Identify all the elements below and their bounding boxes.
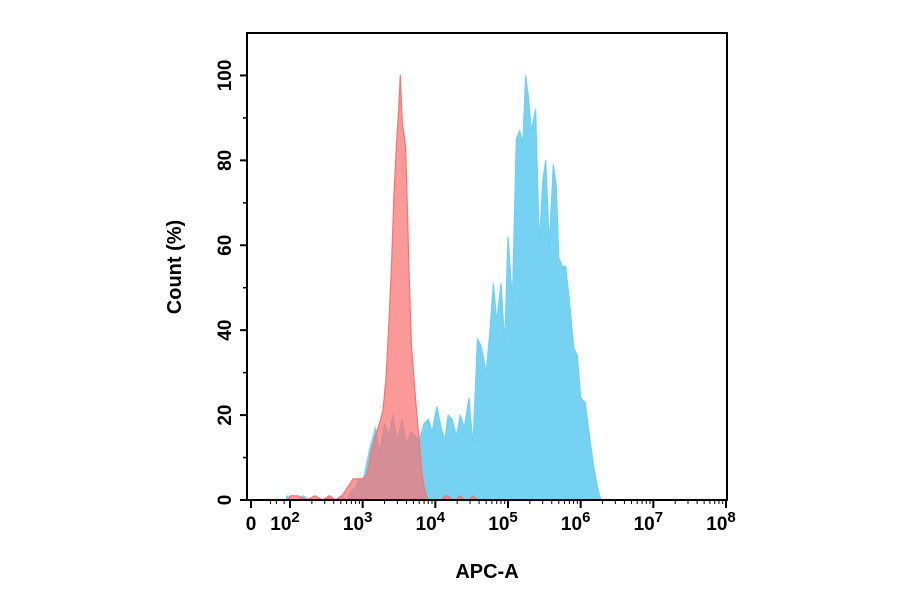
x-axis-title: APC-A [455,561,518,583]
x-tick-label-7: 107 [634,509,663,535]
x-tick-label-8: 108 [706,509,735,535]
y-tick-label-100: 100 [215,60,236,92]
y-tick-label-0: 0 [215,495,236,506]
x-tick-label-0: 0 [246,514,257,535]
x-tick-label-5: 105 [488,509,517,535]
x-tick-label-3: 103 [343,509,372,535]
y-tick-label-80: 80 [215,150,236,171]
x-tick-label-2: 102 [270,509,299,535]
plot-frame [246,32,728,501]
y-tick-label-60: 60 [215,235,236,256]
histogram-series-2 [250,74,479,501]
y-axis-title: Count (%) [164,220,186,314]
x-tick-label-6: 106 [561,509,590,535]
series-layer [250,74,613,501]
y-tick-label-20: 20 [215,405,236,426]
y-tick-label-40: 40 [215,320,236,341]
ticks-layer: 0 20 40 60 80 100 0 102 103 104 105 106 107 108 [215,60,736,535]
x-tick-label-4: 104 [416,509,446,535]
histogram-series-1 [250,74,613,501]
